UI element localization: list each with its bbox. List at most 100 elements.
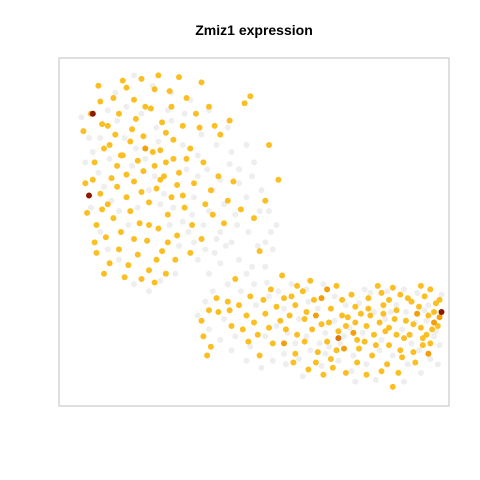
cell-point-expressed (155, 225, 162, 232)
cell-point-zero (209, 288, 216, 295)
cell-point-zero (393, 302, 400, 309)
cell-point-expressed (215, 173, 222, 180)
cell-point-expressed (206, 103, 212, 110)
cell-point-zero (206, 208, 212, 215)
cell-point-zero (275, 288, 282, 295)
cell-point-expressed (299, 288, 306, 295)
cell-point-expressed (410, 349, 417, 356)
cell-point-expressed (275, 176, 282, 183)
cell-point-zero (194, 152, 201, 159)
cell-point-zero (142, 155, 149, 162)
cell-point-expressed (159, 248, 166, 255)
cell-point-expressed (236, 302, 242, 309)
cell-point-expressed (397, 291, 404, 298)
cell-point-zero (269, 246, 276, 253)
cell-point-expressed (386, 324, 392, 331)
cell-point-expressed (266, 324, 272, 331)
cell-point-zero (228, 239, 235, 246)
cell-point-expressed (198, 236, 205, 242)
cell-point-zero (350, 352, 357, 359)
cell-point-zero (204, 166, 211, 173)
cell-point-zero (236, 180, 242, 187)
cell-point-expressed (207, 187, 214, 194)
cell-point-expressed (134, 157, 141, 164)
cell-point-expressed (140, 133, 147, 140)
cell-point-zero (185, 229, 192, 235)
cell-point-zero (281, 305, 287, 312)
cell-point-expressed (333, 282, 340, 289)
cell-point-expressed (410, 321, 417, 328)
cell-point-zero (200, 222, 207, 228)
cell-point-zero (254, 242, 261, 249)
cell-point-expressed (267, 286, 274, 293)
cell-point-zero (262, 239, 269, 246)
cell-point-zero (249, 263, 256, 270)
cell-point-expressed (429, 326, 436, 333)
cell-point-expressed (324, 286, 331, 293)
cell-point-expressed (164, 211, 171, 218)
cell-point-expressed (301, 316, 308, 322)
cell-point-expressed (146, 199, 152, 206)
cell-point-expressed (136, 220, 143, 227)
cell-point-expressed (352, 303, 359, 310)
cell-point-expressed (281, 295, 287, 302)
cell-point-expressed (269, 340, 276, 347)
cell-point-expressed (342, 323, 349, 329)
cell-point-expressed (155, 72, 162, 79)
cell-point-expressed (395, 369, 402, 376)
cell-point-expressed (95, 82, 102, 89)
cell-point-zero (326, 343, 332, 350)
cell-point-expressed (350, 329, 357, 336)
cell-point-zero (226, 161, 233, 168)
cell-point-expressed (329, 364, 336, 371)
cell-point-expressed (153, 256, 160, 263)
cell-point-zero (221, 201, 227, 208)
cell-point-expressed (245, 338, 252, 345)
cell-point-expressed (106, 260, 113, 267)
cell-point-expressed (86, 192, 92, 199)
cell-point-zero (266, 293, 272, 300)
cell-point-expressed (162, 270, 169, 277)
cell-point-expressed (376, 319, 383, 326)
cell-point-zero (264, 279, 271, 286)
cell-point-expressed (277, 317, 284, 324)
cell-point-zero (322, 329, 329, 336)
cell-point-expressed (361, 338, 368, 345)
cell-point-zero (243, 270, 250, 277)
cell-point-zero (232, 333, 239, 340)
cell-point-expressed (386, 342, 392, 349)
cell-point-zero (82, 159, 89, 166)
cell-point-zero (123, 103, 130, 110)
cell-point-expressed (104, 122, 111, 129)
cell-point-expressed (164, 239, 171, 246)
cell-point-expressed (116, 246, 122, 253)
cell-point-expressed (189, 222, 196, 228)
cell-point-expressed (431, 319, 437, 326)
cell-point-expressed (144, 237, 151, 244)
cell-point-zero (224, 281, 231, 288)
cell-point-expressed (357, 310, 364, 317)
cell-point-expressed (230, 178, 237, 185)
cell-point-expressed (279, 272, 286, 279)
cell-point-zero (427, 356, 434, 362)
cell-point-zero (337, 340, 344, 347)
cell-point-expressed (402, 317, 409, 324)
cell-point-expressed (305, 366, 312, 373)
cell-point-expressed (254, 331, 261, 338)
cell-point-zero (166, 222, 173, 228)
cell-point-zero (258, 187, 265, 194)
cell-point-zero (266, 208, 272, 215)
cell-point-expressed (142, 145, 149, 152)
plot-frame (58, 57, 450, 407)
cell-point-expressed (221, 220, 227, 227)
cell-point-zero (146, 288, 152, 295)
cell-point-zero (101, 183, 107, 190)
cell-point-expressed (80, 128, 87, 135)
cell-point-expressed (99, 206, 106, 213)
cell-point-expressed (138, 75, 145, 82)
cell-point-zero (421, 307, 428, 314)
cell-point-expressed (131, 236, 137, 242)
cell-point-zero (153, 124, 160, 131)
cell-point-expressed (425, 312, 432, 319)
